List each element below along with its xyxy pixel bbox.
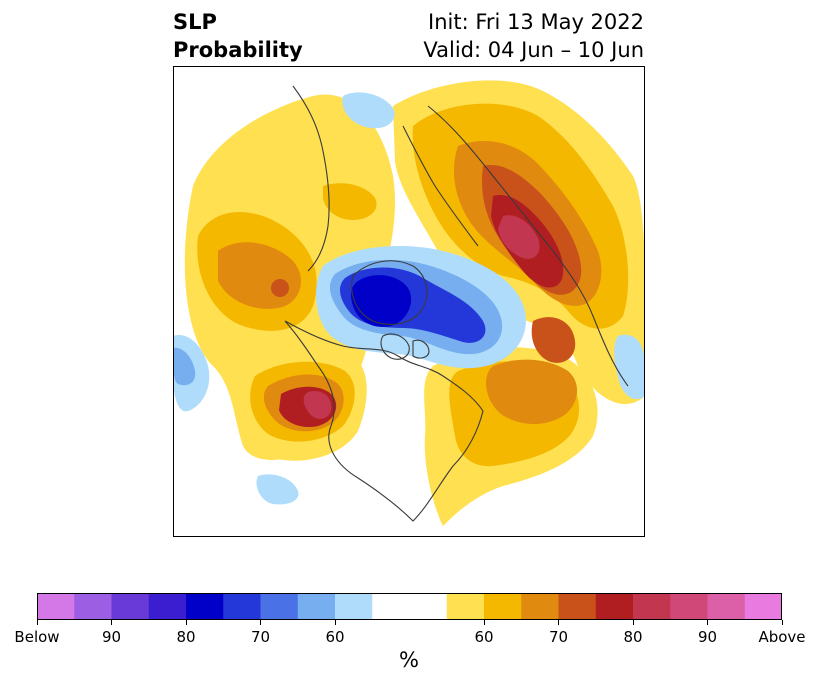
- colorbar-swatch: [744, 593, 782, 620]
- colorbar-tick-label: 90: [101, 628, 122, 646]
- colorbar-swatch: [633, 593, 671, 620]
- below-region-north: [342, 92, 395, 129]
- colorbar-swatch: [148, 593, 187, 620]
- colorbar-tick-label: 70: [548, 628, 569, 646]
- colorbar-swatch: [707, 593, 746, 620]
- coastline-asia-east: [292, 85, 330, 272]
- probability-map: [173, 66, 645, 537]
- colorbar-tick-label: Above: [758, 628, 806, 646]
- colorbar-swatch: [670, 593, 708, 620]
- colorbar-tick-mark: [260, 620, 261, 625]
- colorbar-swatch: [223, 593, 261, 620]
- colorbar-tick-mark: [334, 620, 336, 625]
- colorbar-tick-label: Below: [14, 628, 60, 646]
- above-region-eurasia-85: [498, 215, 540, 259]
- title-left-line-2: Probability: [173, 38, 303, 62]
- colorbar-tick-mark: [558, 620, 559, 625]
- above-region-arctic-60: [323, 183, 377, 220]
- colorbar-tick-label: 70: [250, 628, 271, 646]
- colorbar-tick-label: 80: [176, 628, 196, 646]
- title-left-line-1: SLP: [173, 10, 217, 34]
- colorbar-tick-mark: [632, 620, 634, 625]
- colorbar-border: [37, 593, 782, 620]
- colorbar-swatch: [558, 593, 597, 620]
- colorbar-tick-mark: [185, 620, 187, 625]
- coastline-greenland: [351, 260, 428, 325]
- colorbar-swatch: [297, 593, 336, 620]
- colorbar-tick-mark: [781, 620, 783, 625]
- colorbar-tick-mark: [111, 620, 112, 625]
- colorbar-swatch: [37, 593, 75, 620]
- colorbar-tick-label: 90: [697, 628, 718, 646]
- below-region-pacific-west-70: [173, 347, 196, 386]
- below-region-arctic-90: [350, 275, 412, 327]
- coastline-north-america: [284, 320, 484, 522]
- colorbar-swatch: [446, 593, 485, 620]
- colorbar-tick-label: 60: [474, 628, 494, 646]
- colorbar-swatch: [595, 593, 634, 620]
- valid-range-label: Valid: 04 Jun – 10 Jun: [423, 38, 644, 62]
- colorbar-tick-mark: [36, 620, 38, 625]
- above-region-atlantic-70: [486, 359, 578, 425]
- below-region-southwest: [256, 474, 299, 505]
- colorbar-swatch: [186, 593, 224, 620]
- colorbar-swatch: [111, 593, 150, 620]
- colorbar-swatch: [74, 593, 112, 620]
- colorbar-swatch: [409, 593, 448, 620]
- title-right: Init: Fri 13 May 2022 Valid: 04 Jun – 10…: [423, 8, 644, 64]
- colorbar-unit-label: %: [399, 648, 419, 672]
- title-left: SLP Probability: [173, 8, 303, 64]
- init-date-label: Init: Fri 13 May 2022: [428, 10, 644, 34]
- colorbar-tick-mark: [707, 620, 708, 625]
- above-region-pacific-75: [271, 279, 289, 297]
- colorbar-tick-label: 60: [325, 628, 345, 646]
- coastline-eurasia: [402, 105, 629, 387]
- colorbar-swatch: [372, 593, 410, 620]
- colorbar-swatch: [260, 593, 299, 620]
- coastline-arctic-islands: [380, 333, 430, 360]
- below-region-atlantic-east: [614, 334, 645, 400]
- colorbar-swatch: [335, 593, 373, 620]
- colorbar-tick-label: 80: [623, 628, 643, 646]
- colorbar: [37, 593, 782, 620]
- colorbar-tick-mark: [483, 620, 485, 625]
- above-region-atlantic-75: [531, 317, 576, 363]
- colorbar-swatch: [484, 593, 522, 620]
- above-region-west-na-85: [303, 390, 332, 419]
- colorbar-swatch: [521, 593, 559, 620]
